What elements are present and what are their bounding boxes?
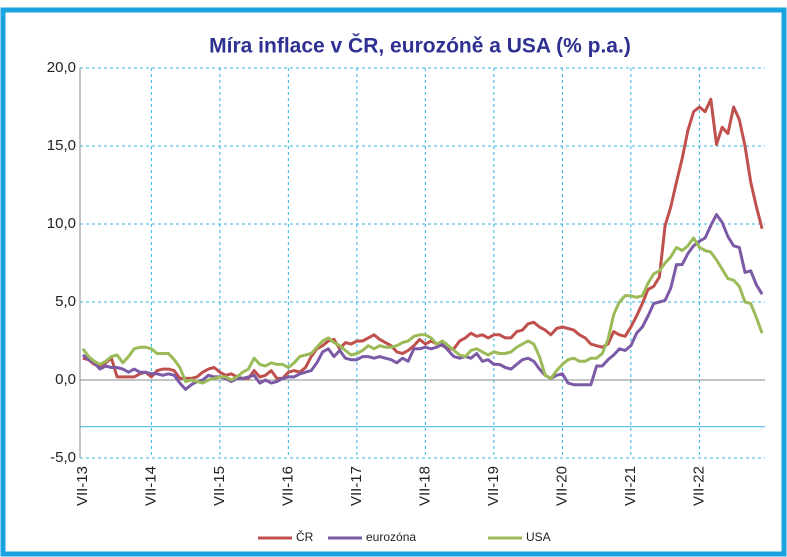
- x-tick-label: VII-18: [416, 466, 433, 506]
- x-tick-label: VII-20: [553, 466, 570, 506]
- x-tick-label: VII-22: [690, 466, 707, 506]
- y-tick-label: 20,0: [47, 59, 76, 76]
- x-tick-label: VII-21: [622, 466, 639, 506]
- frame: [0, 7, 787, 557]
- x-tick-label: VII-17: [348, 466, 365, 506]
- x-tick-label: VII-13: [74, 466, 91, 506]
- x-tick-label: VII-16: [279, 466, 296, 506]
- legend-label: USA: [526, 530, 551, 544]
- x-tick-label: VII-15: [211, 466, 228, 506]
- series-line: [81, 236, 764, 385]
- chart-title: Míra inflace v ČR, eurozóně a USA (% p.a…: [209, 34, 631, 58]
- y-tick-label: 5,0: [55, 293, 76, 310]
- x-tick-label: VII-14: [142, 466, 159, 506]
- y-tick-label: 15,0: [47, 137, 76, 154]
- x-tick-label: VII-19: [485, 466, 502, 506]
- legend-label: ČR: [296, 529, 314, 544]
- y-tick-label: 0,0: [55, 371, 76, 388]
- series-line: [82, 97, 764, 380]
- legend-label: eurozóna: [366, 530, 416, 544]
- y-tick-label: -5,0: [50, 449, 76, 466]
- y-tick-label: 10,0: [47, 215, 76, 232]
